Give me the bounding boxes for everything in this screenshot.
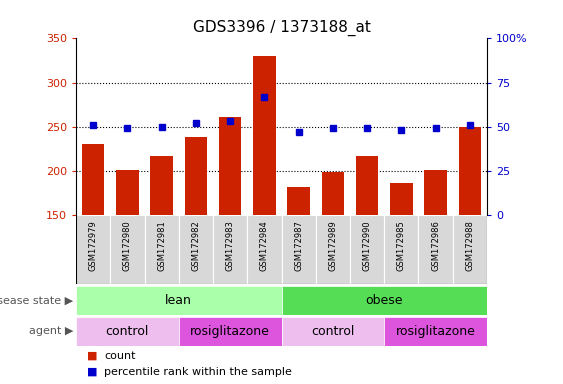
Bar bbox=[425, 170, 447, 215]
Bar bbox=[282, 215, 316, 284]
Text: GSM172982: GSM172982 bbox=[191, 220, 200, 271]
Text: GSM172981: GSM172981 bbox=[157, 220, 166, 271]
Text: count: count bbox=[104, 351, 136, 361]
Bar bbox=[150, 156, 173, 215]
Bar bbox=[356, 156, 378, 215]
Text: rosiglitazone: rosiglitazone bbox=[190, 325, 270, 338]
Title: GDS3396 / 1373188_at: GDS3396 / 1373188_at bbox=[193, 20, 370, 36]
Bar bbox=[213, 215, 247, 284]
Text: percentile rank within the sample: percentile rank within the sample bbox=[104, 366, 292, 377]
Text: control: control bbox=[106, 325, 149, 338]
Text: GSM172979: GSM172979 bbox=[88, 220, 97, 271]
Bar bbox=[282, 286, 487, 315]
Bar bbox=[219, 117, 242, 215]
Bar bbox=[253, 56, 275, 215]
Bar bbox=[459, 127, 481, 215]
Text: ■: ■ bbox=[87, 366, 98, 377]
Bar bbox=[185, 137, 207, 215]
Text: GSM172986: GSM172986 bbox=[431, 220, 440, 271]
Bar bbox=[288, 187, 310, 215]
Text: lean: lean bbox=[166, 294, 192, 307]
Bar bbox=[453, 215, 487, 284]
Text: ■: ■ bbox=[87, 351, 98, 361]
Bar bbox=[321, 172, 344, 215]
Bar bbox=[418, 215, 453, 284]
Bar bbox=[76, 317, 179, 346]
Text: GSM172989: GSM172989 bbox=[328, 220, 337, 271]
Bar bbox=[76, 215, 110, 284]
Text: rosiglitazone: rosiglitazone bbox=[396, 325, 476, 338]
Bar bbox=[316, 215, 350, 284]
Bar bbox=[179, 215, 213, 284]
Bar bbox=[76, 286, 282, 315]
Text: GSM172980: GSM172980 bbox=[123, 220, 132, 271]
Bar bbox=[179, 317, 282, 346]
Text: disease state ▶: disease state ▶ bbox=[0, 295, 73, 306]
Bar bbox=[282, 317, 384, 346]
Bar bbox=[247, 215, 282, 284]
Text: GSM172988: GSM172988 bbox=[466, 220, 475, 271]
Text: GSM172990: GSM172990 bbox=[363, 220, 372, 271]
Text: GSM172983: GSM172983 bbox=[226, 220, 235, 271]
Bar bbox=[145, 215, 179, 284]
Text: GSM172984: GSM172984 bbox=[260, 220, 269, 271]
Bar bbox=[350, 215, 384, 284]
Bar bbox=[385, 317, 487, 346]
Bar bbox=[390, 183, 413, 215]
Text: control: control bbox=[311, 325, 355, 338]
Bar bbox=[110, 215, 145, 284]
Bar bbox=[82, 144, 104, 215]
Text: obese: obese bbox=[365, 294, 403, 307]
Bar bbox=[385, 215, 418, 284]
Text: GSM172987: GSM172987 bbox=[294, 220, 303, 271]
Text: GSM172985: GSM172985 bbox=[397, 220, 406, 271]
Text: agent ▶: agent ▶ bbox=[29, 326, 73, 336]
Bar bbox=[116, 170, 138, 215]
